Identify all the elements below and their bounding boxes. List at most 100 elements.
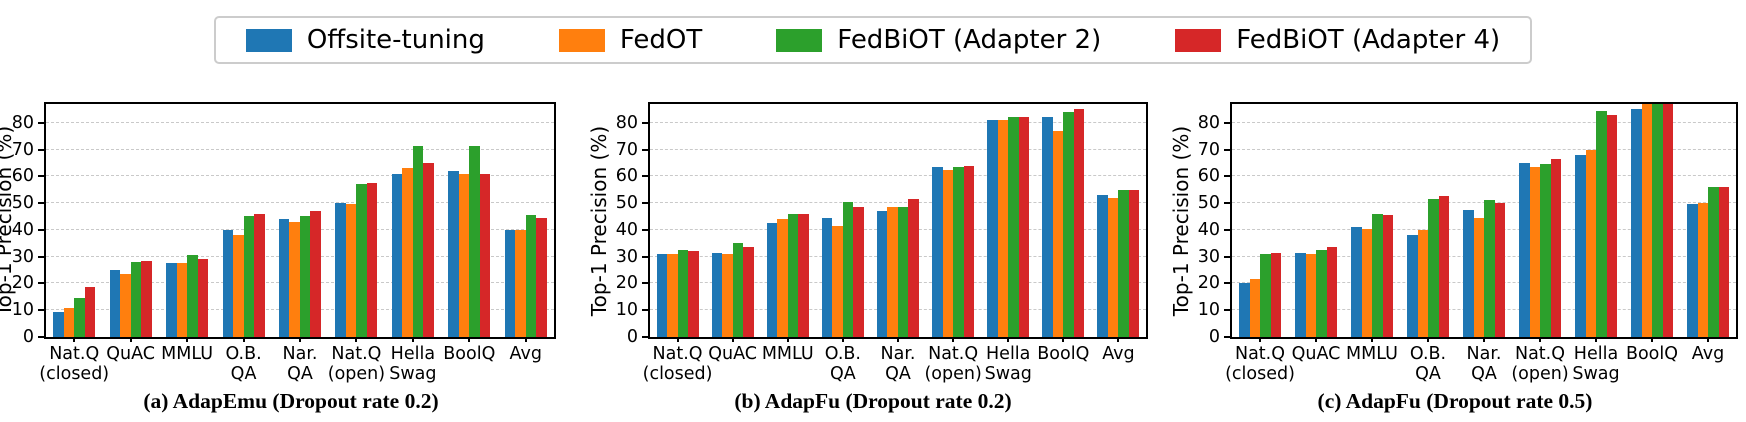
y-tick-label-20: 20 [11,273,34,294]
gridline-y-80 [1232,121,1736,123]
bar [536,217,547,337]
bar-group [102,104,158,337]
bar [1596,110,1607,337]
bar [525,215,537,337]
legend-item-fedbiot-adapter2: FedBiOT (Adapter 2) [776,25,1101,55]
bar [74,298,85,337]
bar [1484,200,1495,337]
x-tick-label: Nar. QA [282,344,318,384]
bar-group [46,104,102,337]
bar [832,225,843,337]
y-axis-label: Top-1 Precision (%) [587,125,611,316]
bar-groups [46,104,554,337]
bar [1428,199,1439,337]
bar [1305,253,1316,337]
bar [222,229,234,337]
bar [963,165,975,337]
y-tick-label-70: 70 [615,139,638,160]
gridline-y-50 [46,202,554,204]
x-tick-label: BoolQ [443,344,496,364]
bar [942,169,954,337]
x-tick-mark-icon [1539,337,1541,342]
bar [1042,117,1053,337]
bar [120,274,131,337]
x-tick-label: QuAC [1291,344,1341,364]
subplot-caption-a: (a) AdapEmu (Dropout rate 0.2) [143,389,439,413]
bar [1295,252,1306,337]
y-tick-label-10: 10 [1197,300,1220,321]
bar [953,166,964,337]
x-tick-label: BoolQ [1037,344,1090,364]
bar [1316,249,1327,337]
plot-clip-region [1232,104,1736,337]
x-tick-mark-icon [841,337,844,342]
x-tick-mark-icon [73,337,76,342]
bar-groups [1232,104,1736,337]
y-tick-label-30: 30 [11,246,34,267]
bar [1473,217,1484,337]
bar [109,270,121,337]
bar [1097,195,1108,337]
y-tick-label-0: 0 [1208,327,1220,347]
bar-group [1232,104,1288,337]
plot-clip-region [650,104,1146,337]
x-tick-label: Nat.Q (closed) [642,344,713,384]
x-tick-label: Avg [509,344,542,364]
y-tick-mark-icon [1224,148,1232,151]
y-tick-label-50: 50 [11,193,34,214]
y-tick-mark-icon [1224,202,1232,205]
bar [197,259,209,337]
bar-group [760,104,815,337]
bar-group [1091,104,1146,337]
x-tick-mark-icon [129,337,132,342]
bar [688,251,699,337]
x-tick-mark-icon [786,337,789,342]
x-tick-mark-icon [1371,337,1373,342]
bar [842,201,854,337]
bar-group [1344,104,1400,337]
y-tick-label-70: 70 [11,139,34,160]
legend: Offsite-tuning FedOT FedBiOT (Adapter 2)… [213,16,1533,64]
y-tick-mark-icon [642,336,650,338]
bar [711,252,723,337]
x-tick-label: Hella Swag [389,344,437,384]
bar [1529,166,1540,337]
bar-group [1568,104,1624,337]
y-tick-mark-icon [38,282,46,285]
gridline-y-80 [46,121,554,123]
legend-item-fedbiot-adapter4: FedBiOT (Adapter 4) [1175,25,1500,55]
y-tick-mark-icon [642,202,650,205]
y-tick-label-10: 10 [615,300,638,321]
bar-group [328,104,384,337]
bar [84,287,96,337]
plot-area-b: Top-1 Precision (%) 0 10 20 30 40 50 60 70 80 Nat… [587,102,1148,383]
bar [821,217,833,337]
subplot-a-adapemu-dropout-0-2: Top-1 Precision (%) 0 10 20 30 40 50 60 70 80 Nat… [0,102,582,414]
bar [1249,279,1260,337]
bar-group [870,104,925,337]
bar [402,168,413,337]
bar [448,170,459,337]
gridline-y-50 [650,202,1146,204]
y-tick-mark-icon [1224,175,1232,178]
bar [1372,213,1383,337]
bar [1662,104,1673,337]
x-tick-mark-icon [299,337,301,342]
x-tick-mark-icon [355,337,358,342]
y-tick-label-70: 70 [1197,139,1220,160]
bar [187,255,198,337]
bar [1361,228,1372,337]
legend-swatch-blue-icon [245,28,292,52]
bar [677,249,689,337]
bar [423,162,434,337]
y-tick-label-30: 30 [1197,246,1220,267]
y-tick-label-40: 40 [11,219,34,240]
bar [1550,158,1561,337]
y-tick-label-60: 60 [11,166,34,187]
x-tick-label: MMLU [761,344,814,364]
gridline-y-80 [650,121,1146,123]
y-tick-mark-icon [642,175,650,178]
legend-swatch-red-icon [1175,28,1222,52]
bar [1631,109,1642,337]
